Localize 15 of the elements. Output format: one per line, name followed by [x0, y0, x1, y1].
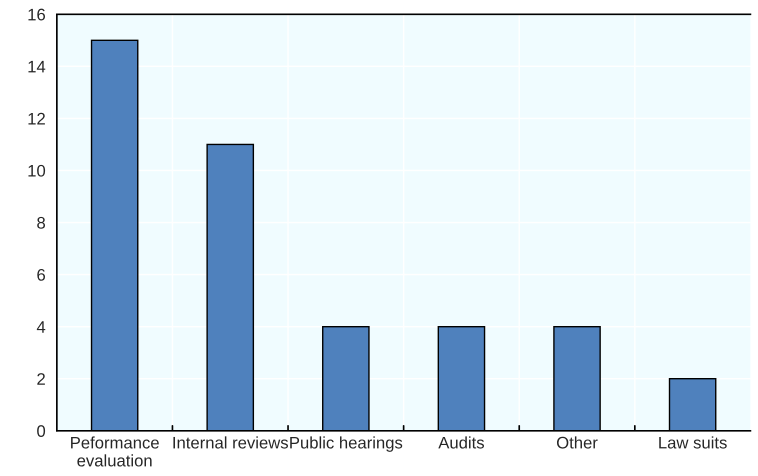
x-tick-label: Peformance evaluation: [71, 436, 159, 467]
x-tick-label: Other: [556, 436, 598, 449]
y-tick-label: 6: [37, 268, 46, 281]
x-tick-label: Public hearings: [290, 436, 402, 452]
x-tick-label: Internal reviews: [173, 436, 288, 449]
y-tick-label: 4: [36, 321, 46, 333]
y-tick-label: 10: [28, 164, 46, 177]
y-tick-label: 12: [28, 112, 45, 124]
y-tick-label: 8: [37, 216, 46, 229]
y-tick-label: 16: [28, 8, 46, 20]
x-tick-label: Law suits: [659, 436, 727, 449]
y-tick-label: 14: [28, 60, 46, 72]
x-tick-label: Audits: [438, 436, 484, 449]
y-tick-label: 2: [37, 373, 45, 385]
y-tick-label: 0: [37, 425, 46, 437]
